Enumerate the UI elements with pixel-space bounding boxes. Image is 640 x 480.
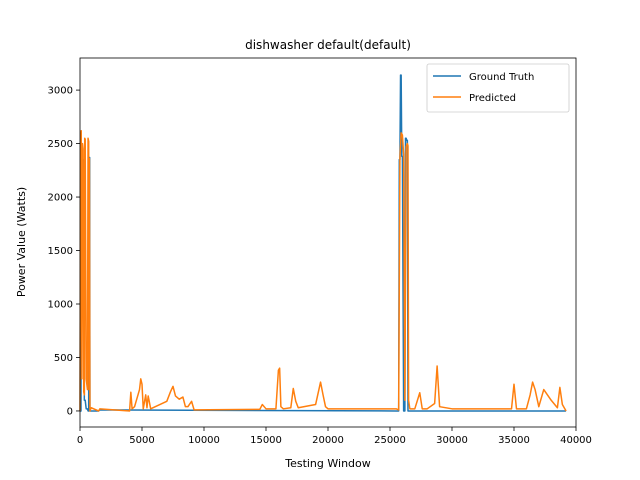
chart-title: dishwasher default(default) xyxy=(245,38,411,52)
series-line-predicted xyxy=(79,129,567,412)
y-tick-label: 1000 xyxy=(48,300,73,311)
x-tick-label: 30000 xyxy=(436,435,468,446)
x-tick-label: 35000 xyxy=(498,435,530,446)
y-tick-label: 3000 xyxy=(48,86,73,97)
y-tick-label: 500 xyxy=(54,353,73,364)
x-tick-label: 20000 xyxy=(312,435,344,446)
x-tick-label: 25000 xyxy=(374,435,406,446)
x-tick-label: 0 xyxy=(77,435,83,446)
y-tick-label: 2000 xyxy=(48,193,73,204)
legend: Ground Truth Predicted xyxy=(426,63,570,113)
x-tick-label: 40000 xyxy=(560,435,592,446)
x-tick-label: 5000 xyxy=(129,435,154,446)
y-tick-label: 0 xyxy=(67,406,73,417)
x-tick-label: 15000 xyxy=(250,435,282,446)
y-axis-label: Power Value (Watts) xyxy=(15,187,28,297)
legend-label-ground-truth: Ground Truth xyxy=(469,72,534,83)
y-tick-label: 1500 xyxy=(48,246,73,257)
y-axis-ticks: 0 500 1000 1500 2000 2500 3000 xyxy=(48,86,80,417)
legend-box xyxy=(426,63,570,113)
x-axis-label: Testing Window xyxy=(284,457,371,470)
x-axis-ticks: 0 5000 10000 15000 20000 25000 30000 35000 40000 xyxy=(77,427,592,446)
legend-label-predicted: Predicted xyxy=(469,93,516,104)
x-tick-label: 10000 xyxy=(188,435,220,446)
plot-series-group xyxy=(79,74,567,412)
y-tick-label: 2500 xyxy=(48,139,73,150)
